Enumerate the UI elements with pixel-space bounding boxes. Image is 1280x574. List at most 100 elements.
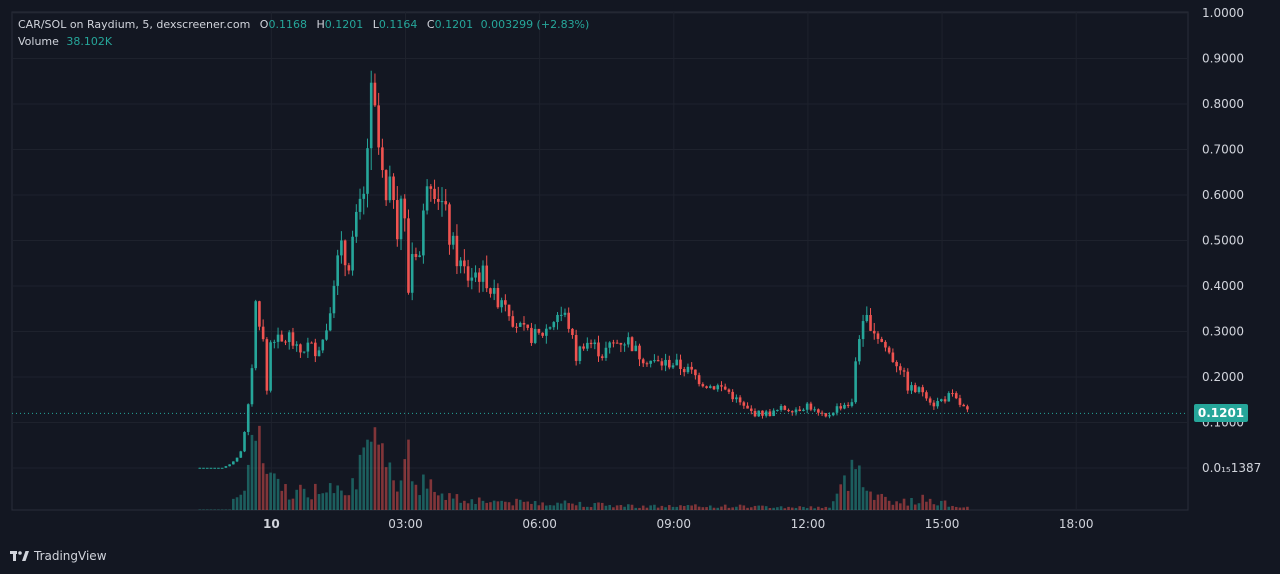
volume-bar xyxy=(701,507,705,510)
candle-body xyxy=(217,467,220,469)
candle-body xyxy=(645,363,649,365)
volume-bar xyxy=(351,478,354,510)
candle-body xyxy=(451,235,455,245)
candle-body xyxy=(820,412,824,414)
volume-bar xyxy=(962,507,965,510)
x-tick-label: 09:00 xyxy=(656,517,691,531)
candle-body xyxy=(556,314,559,323)
volume-bar xyxy=(727,507,731,510)
volume-bar xyxy=(343,495,347,510)
plot-frame xyxy=(11,11,1189,511)
volume-bar xyxy=(533,501,537,510)
volume-bar xyxy=(705,507,708,510)
volume-bar xyxy=(858,465,861,510)
volume-bar xyxy=(336,485,339,510)
candle-body xyxy=(917,387,921,393)
volume-bar xyxy=(846,490,850,510)
candle-body xyxy=(552,322,556,328)
volume-bar xyxy=(392,480,395,510)
volume-bar xyxy=(537,505,541,510)
volume-bar xyxy=(746,507,749,510)
candle-body xyxy=(940,399,943,402)
candle-body xyxy=(444,201,448,205)
candle-body xyxy=(325,330,328,340)
tradingview-logo-icon xyxy=(10,550,30,562)
candle-body xyxy=(723,386,727,390)
volume-bar xyxy=(325,492,328,510)
candle-body xyxy=(731,391,734,400)
volume-bar xyxy=(686,505,690,510)
candle-body xyxy=(261,326,265,340)
candle-body xyxy=(209,467,213,469)
volume-bar xyxy=(604,505,608,510)
volume-bar xyxy=(403,459,407,510)
candle-body xyxy=(891,352,895,362)
volume-bar xyxy=(504,501,507,510)
candle-body xyxy=(738,397,742,403)
candle-body xyxy=(802,409,805,412)
legend-symbol: CAR/SOL on Raydium, 5, dexscreener.com xyxy=(18,18,251,31)
volume-bar xyxy=(619,505,623,510)
candle-body xyxy=(887,347,891,353)
candle-body xyxy=(284,341,287,343)
volume-bar xyxy=(433,491,436,510)
volume-bar xyxy=(761,505,764,510)
candle-body xyxy=(574,335,578,361)
chart-area[interactable]: 1.0000 0.9000 0.8000 0.7000 0.6000 0.5000 0.40… xyxy=(0,0,1280,540)
volume-bar xyxy=(276,478,280,510)
volume-bar xyxy=(958,507,962,510)
volume-bar xyxy=(630,504,634,510)
candle-body xyxy=(708,386,712,388)
volume-bar xyxy=(913,504,917,510)
volume-bar xyxy=(735,506,738,510)
volume-bar xyxy=(511,505,515,510)
volume-bar xyxy=(254,440,257,510)
volume-bar xyxy=(854,469,857,510)
candle-body xyxy=(720,385,723,387)
volume-bar xyxy=(366,439,369,510)
tradingview-brand[interactable]: TradingView xyxy=(10,549,107,563)
candle-body xyxy=(474,272,477,278)
volume-bar xyxy=(280,490,284,510)
legend-open-value: 0.1168 xyxy=(268,18,307,31)
y-tick-label: 0.5000 xyxy=(1202,234,1244,248)
volume-bar xyxy=(742,505,746,510)
y-tick-label: 0.9000 xyxy=(1202,52,1244,66)
volume-bar xyxy=(295,489,298,510)
candle-body xyxy=(932,402,936,407)
candle-body xyxy=(392,176,395,201)
volume-bar xyxy=(567,503,571,510)
candle-body xyxy=(913,385,917,393)
volume-bar xyxy=(936,505,939,510)
volume-bar xyxy=(399,480,403,510)
volume-bar xyxy=(466,503,470,510)
candle-body xyxy=(548,327,552,329)
candle-body xyxy=(668,359,671,368)
volume-bar xyxy=(697,506,701,510)
last-price-badge: 0.1201 xyxy=(1194,404,1248,423)
candle-body xyxy=(358,198,362,212)
volume-bar xyxy=(246,464,250,510)
candle-body xyxy=(466,266,470,281)
volume-bar xyxy=(675,506,679,510)
candlestick-chart[interactable]: 1.0000 0.9000 0.8000 0.7000 0.6000 0.5000 0.40… xyxy=(0,0,1280,540)
volume-bar xyxy=(809,506,813,510)
candle-body xyxy=(664,359,667,366)
candle-body xyxy=(545,328,548,336)
volume-bar xyxy=(250,434,254,510)
candle-body xyxy=(850,402,854,406)
candle-body xyxy=(269,342,272,391)
candle-body xyxy=(764,411,768,416)
candle-body xyxy=(530,327,533,343)
volume-bar xyxy=(477,497,481,510)
candle-body xyxy=(213,467,217,469)
candle-body xyxy=(671,365,675,368)
candle-body xyxy=(757,410,761,417)
volume-bar xyxy=(872,499,876,510)
candle-body xyxy=(459,260,462,267)
candle-body xyxy=(276,334,280,342)
candle-body xyxy=(373,82,377,106)
volume-bar xyxy=(410,481,414,510)
candle-body xyxy=(302,351,306,353)
volume-bar xyxy=(906,505,910,510)
